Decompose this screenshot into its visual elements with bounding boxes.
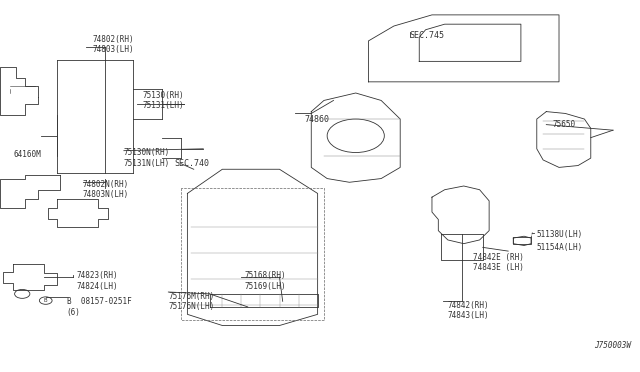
- Text: 75130N(RH)
75131N(LH): 75130N(RH) 75131N(LH): [124, 148, 170, 168]
- Text: 75168(RH)
75169(LH): 75168(RH) 75169(LH): [244, 271, 286, 291]
- Text: J750003W: J750003W: [594, 341, 631, 350]
- Text: SEC.745: SEC.745: [410, 31, 445, 40]
- Text: 74860: 74860: [305, 115, 330, 124]
- Text: 75130(RH)
75131(LH): 75130(RH) 75131(LH): [143, 91, 184, 110]
- Text: 64160M: 64160M: [14, 150, 42, 159]
- Text: 74823(RH)
74824(LH): 74823(RH) 74824(LH): [76, 271, 118, 291]
- Text: B  08157-0251F
(6): B 08157-0251F (6): [67, 297, 131, 317]
- Bar: [513, 237, 531, 244]
- Text: 75176M(RH)
75176N(LH): 75176M(RH) 75176N(LH): [168, 292, 214, 311]
- Text: 74842(RH)
74843(LH): 74842(RH) 74843(LH): [448, 301, 490, 320]
- Text: 74802(RH)
74803(LH): 74802(RH) 74803(LH): [92, 35, 134, 54]
- Text: 75650: 75650: [553, 120, 576, 129]
- Text: 51154A(LH): 51154A(LH): [537, 243, 583, 252]
- Text: SEC.740: SEC.740: [175, 159, 210, 168]
- Text: 51138U(LH): 51138U(LH): [537, 230, 583, 239]
- Text: 74842E (RH)
74843E (LH): 74842E (RH) 74843E (LH): [473, 253, 524, 272]
- Text: B: B: [44, 298, 47, 303]
- Text: 74802N(RH)
74803N(LH): 74802N(RH) 74803N(LH): [83, 180, 129, 199]
